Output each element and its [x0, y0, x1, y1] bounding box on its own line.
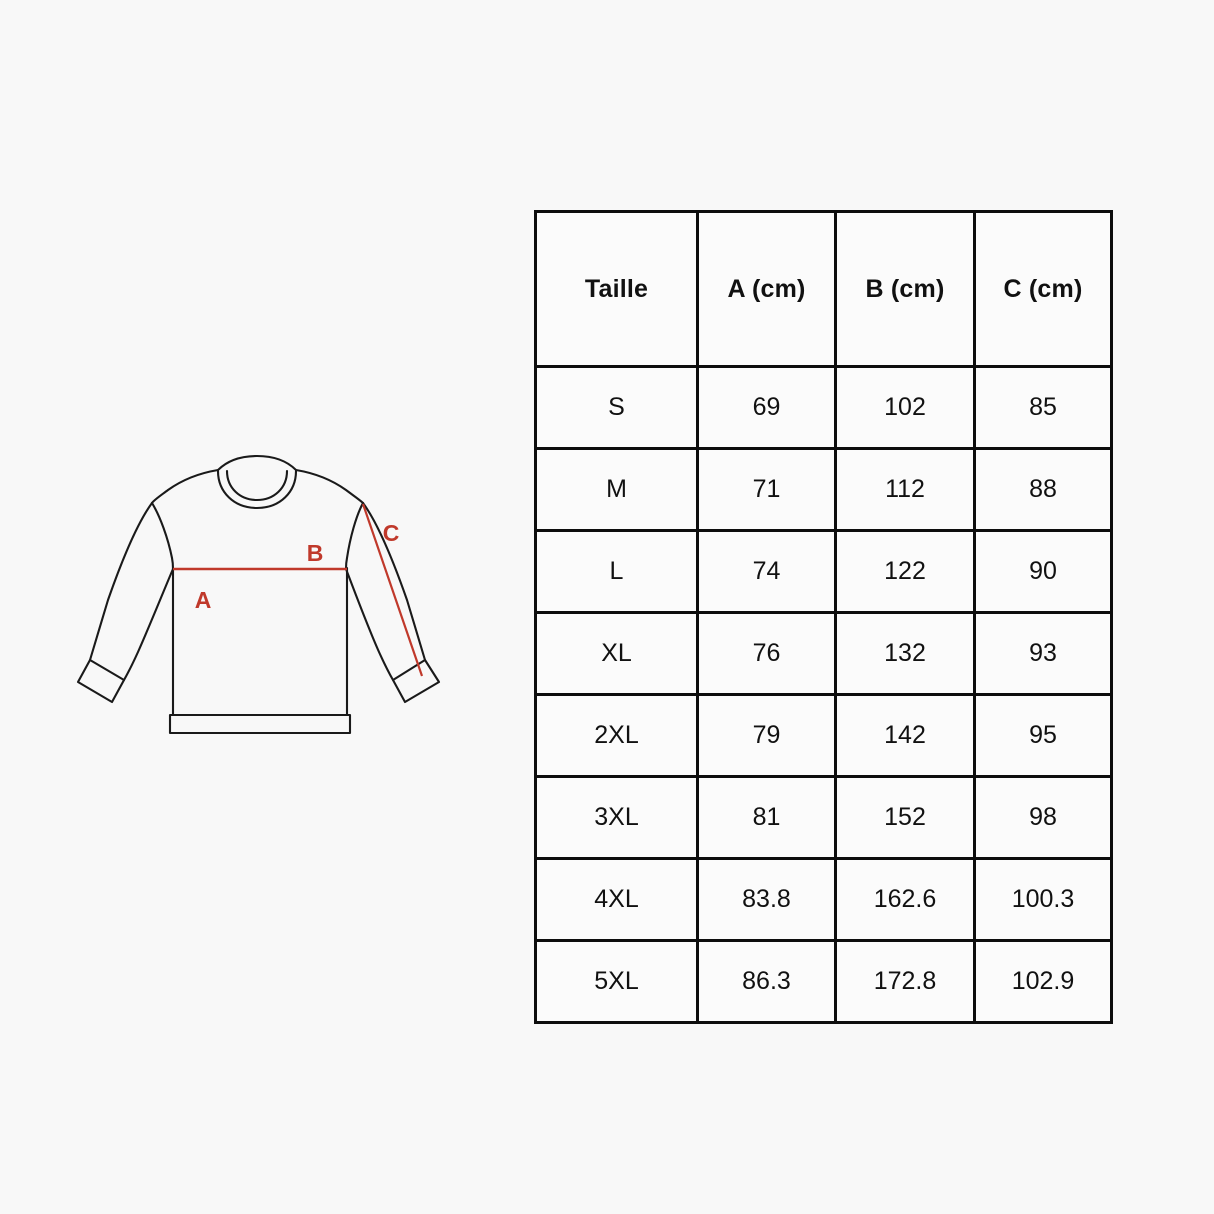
- cell-c: 100.3: [973, 857, 1113, 942]
- garment-illustration: A B C: [60, 430, 460, 770]
- size-table-body: S 69 102 85 M 71 112 88 L 74 122 90: [534, 365, 1113, 1024]
- column-header-taille: Taille: [534, 210, 699, 368]
- column-header-b: B (cm): [834, 210, 976, 368]
- left-cuff-band: [76, 658, 126, 704]
- right-armhole-seam: [344, 501, 365, 571]
- cell-size: XL: [534, 611, 699, 696]
- cell-b: 122: [834, 529, 976, 614]
- table-row: XL 76 132 93: [534, 611, 1113, 696]
- sweatshirt-svg: A B C: [76, 454, 441, 735]
- table-row: 2XL 79 142 95: [534, 693, 1113, 778]
- cell-a: 69: [696, 365, 837, 450]
- cell-c: 102.9: [973, 939, 1113, 1024]
- cell-c: 95: [973, 693, 1113, 778]
- cell-b: 172.8: [834, 939, 976, 1024]
- bottom-hem-band: [168, 713, 352, 735]
- cell-a: 83.8: [696, 857, 837, 942]
- cell-c: 98: [973, 775, 1113, 860]
- table-row: 4XL 83.8 162.6 100.3: [534, 857, 1113, 942]
- cell-size: L: [534, 529, 699, 614]
- cell-size: 3XL: [534, 775, 699, 860]
- left-sleeve-inner-edge: [122, 567, 175, 682]
- column-header-c: C (cm): [973, 210, 1113, 368]
- cell-size: M: [534, 447, 699, 532]
- cell-a: 74: [696, 529, 837, 614]
- cell-b: 152: [834, 775, 976, 860]
- cell-b: 162.6: [834, 857, 976, 942]
- table-row: L 74 122 90: [534, 529, 1113, 614]
- table-row: 5XL 86.3 172.8 102.9: [534, 939, 1113, 1024]
- measurement-line-c: [361, 503, 424, 677]
- size-table: Taille A (cm) B (cm) C (cm) S 69 102 85 …: [534, 210, 1113, 1024]
- collar-rib-outer: [216, 469, 298, 510]
- left-shoulder-seam: [150, 468, 220, 505]
- table-row: M 71 112 88: [534, 447, 1113, 532]
- cell-c: 90: [973, 529, 1113, 614]
- garment-outline: [76, 454, 441, 735]
- cell-c: 85: [973, 365, 1113, 450]
- measurement-lines: [173, 503, 424, 677]
- size-table-head: Taille A (cm) B (cm) C (cm): [534, 210, 1113, 368]
- measurement-label-a: A: [195, 587, 212, 613]
- left-armhole-seam: [150, 501, 175, 571]
- table-header-row: Taille A (cm) B (cm) C (cm): [534, 210, 1113, 368]
- right-sleeve-outer-edge: [361, 501, 427, 662]
- cell-size: 4XL: [534, 857, 699, 942]
- cell-a: 81: [696, 775, 837, 860]
- size-table-container: Taille A (cm) B (cm) C (cm) S 69 102 85 …: [534, 210, 1113, 1024]
- cell-a: 86.3: [696, 939, 837, 1024]
- right-sleeve-inner-edge: [344, 567, 395, 682]
- measurement-label-b: B: [307, 540, 324, 566]
- cell-b: 112: [834, 447, 976, 532]
- cell-a: 79: [696, 693, 837, 778]
- cell-a: 71: [696, 447, 837, 532]
- neckline-top-edge: [216, 454, 298, 472]
- table-row: S 69 102 85: [534, 365, 1113, 450]
- table-row: 3XL 81 152 98: [534, 775, 1113, 860]
- right-shoulder-seam: [294, 468, 365, 505]
- cell-a: 76: [696, 611, 837, 696]
- cell-size: S: [534, 365, 699, 450]
- right-cuff-band: [391, 658, 441, 704]
- cell-b: 142: [834, 693, 976, 778]
- column-header-a: A (cm): [696, 210, 837, 368]
- cell-size: 5XL: [534, 939, 699, 1024]
- cell-b: 102: [834, 365, 976, 450]
- left-sleeve-outer-edge: [88, 501, 154, 662]
- cell-c: 88: [973, 447, 1113, 532]
- measurement-label-c: C: [383, 520, 400, 546]
- cell-b: 132: [834, 611, 976, 696]
- collar-rib-inner: [225, 469, 289, 502]
- cell-size: 2XL: [534, 693, 699, 778]
- cell-c: 93: [973, 611, 1113, 696]
